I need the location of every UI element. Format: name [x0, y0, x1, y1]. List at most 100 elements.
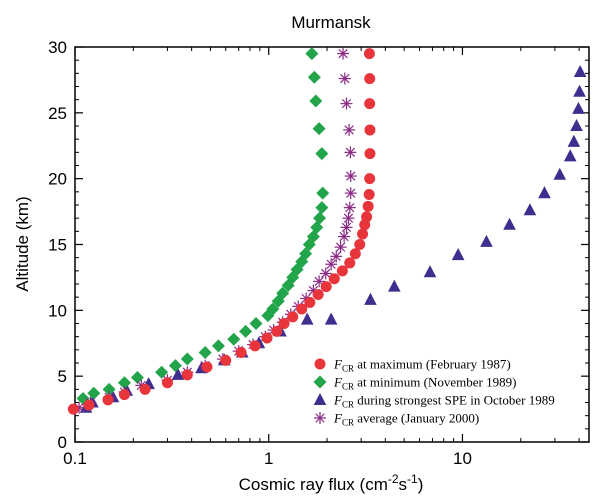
point-diamond	[249, 317, 263, 330]
point-circle	[181, 369, 193, 381]
point-circle	[287, 311, 299, 323]
point-circle	[364, 148, 376, 160]
point-circle	[304, 296, 316, 308]
point-asterisk-stroke	[338, 48, 348, 59]
point-circle	[118, 389, 130, 401]
point-triangle	[364, 292, 377, 305]
point-circle	[161, 377, 173, 389]
point-asterisk	[330, 250, 343, 263]
point-triangle	[480, 234, 493, 247]
point-circle	[261, 332, 273, 344]
legend-symbol: F	[333, 411, 343, 426]
point-circle	[249, 340, 261, 352]
x-axis-title-main: Cosmic ray flux (cm	[239, 475, 388, 494]
point-circle	[363, 48, 375, 60]
legend-label: FCR average (January 2000)	[333, 411, 479, 428]
point-asterisk-stroke	[340, 73, 350, 84]
series-diamond	[76, 47, 330, 406]
series-circle	[67, 48, 376, 415]
point-circle	[271, 325, 283, 337]
x-axis-title-end: )	[418, 475, 424, 494]
point-asterisk	[334, 241, 347, 254]
point-triangle	[503, 217, 516, 230]
point-triangle	[423, 265, 437, 278]
x-axis-title-sup2: -1	[407, 472, 418, 486]
point-triangle	[573, 84, 586, 97]
point-diamond	[266, 302, 280, 316]
point-diamond	[309, 94, 323, 108]
point-diamond	[87, 386, 101, 400]
point-diamond	[307, 70, 321, 84]
point-asterisk-stroke	[331, 251, 341, 262]
legend-marker-asterisk	[314, 412, 326, 424]
x-axis-title: Cosmic ray flux (cm-2s-1)	[239, 472, 424, 494]
point-diamond	[239, 324, 253, 338]
point-circle	[201, 361, 213, 373]
point-diamond	[312, 122, 326, 136]
point-circle	[278, 318, 290, 329]
point-circle	[102, 394, 114, 406]
point-asterisk	[338, 230, 351, 243]
point-asterisk-stroke	[346, 171, 356, 181]
y-tick-label: 20	[48, 170, 67, 189]
point-asterisk-stroke	[314, 276, 324, 287]
y-tick-label: 0	[58, 433, 67, 452]
point-asterisk-stroke	[339, 231, 349, 242]
point-circle	[364, 73, 376, 85]
point-circle	[235, 346, 247, 358]
legend-item: FCR during strongest SPE in October 1989	[313, 393, 555, 410]
axis-ticks	[74, 46, 589, 443]
point-circle	[320, 281, 332, 293]
x-tick-label: 0.1	[63, 449, 87, 468]
legend-symbol: F	[333, 357, 343, 372]
point-diamond	[180, 352, 194, 366]
point-circle	[364, 124, 376, 136]
y-axis-title: Altitude (km)	[13, 196, 32, 291]
x-tick-label: 1	[264, 449, 273, 468]
point-triangle	[567, 134, 581, 147]
point-diamond	[315, 147, 329, 161]
point-asterisk-stroke	[308, 285, 319, 296]
legend-symbol: F	[333, 375, 343, 390]
point-triangle	[451, 248, 465, 261]
point-triangle	[573, 65, 587, 78]
point-circle	[312, 289, 324, 301]
legend-series-name: at maximum (February 1987)	[354, 357, 511, 372]
point-circle	[363, 188, 375, 200]
legend-series-name: during strongest SPE in October 1989	[354, 393, 555, 408]
point-asterisk-stroke	[326, 259, 336, 269]
point-diamond	[315, 201, 329, 215]
point-asterisk	[340, 221, 353, 234]
point-triangle	[553, 167, 567, 180]
point-circle	[344, 257, 356, 269]
legend-subscript: CR	[342, 400, 354, 410]
point-circle	[220, 354, 232, 366]
point-asterisk	[337, 47, 350, 60]
y-tick-label: 30	[48, 38, 67, 57]
point-circle	[361, 211, 373, 223]
y-tick-label: 5	[58, 367, 67, 386]
legend-marker-triangle	[313, 393, 327, 406]
point-triangle	[563, 149, 577, 162]
legend-marker-diamond	[313, 375, 327, 389]
point-triangle	[171, 367, 185, 380]
legend-series-name: average (January 2000)	[354, 411, 479, 426]
point-diamond	[305, 47, 319, 61]
point-diamond	[117, 376, 131, 390]
point-asterisk	[343, 123, 356, 136]
legend-subscript: CR	[342, 382, 354, 392]
y-tick-label: 15	[48, 236, 67, 255]
point-asterisk	[344, 170, 357, 183]
point-circle	[336, 265, 348, 277]
axis-tick-labels: 0.1 1 10 0 5 10 15 20 25 30	[48, 38, 472, 468]
point-asterisk	[342, 212, 355, 225]
point-circle	[328, 273, 340, 285]
point-diamond	[276, 286, 290, 300]
x-axis-title-mid: s	[399, 475, 408, 494]
point-diamond	[102, 382, 116, 396]
legend-marker-circle	[314, 358, 326, 370]
point-triangle	[324, 312, 338, 325]
point-circle	[357, 228, 369, 240]
legend-label: FCR at minimum (November 1989)	[333, 375, 516, 392]
